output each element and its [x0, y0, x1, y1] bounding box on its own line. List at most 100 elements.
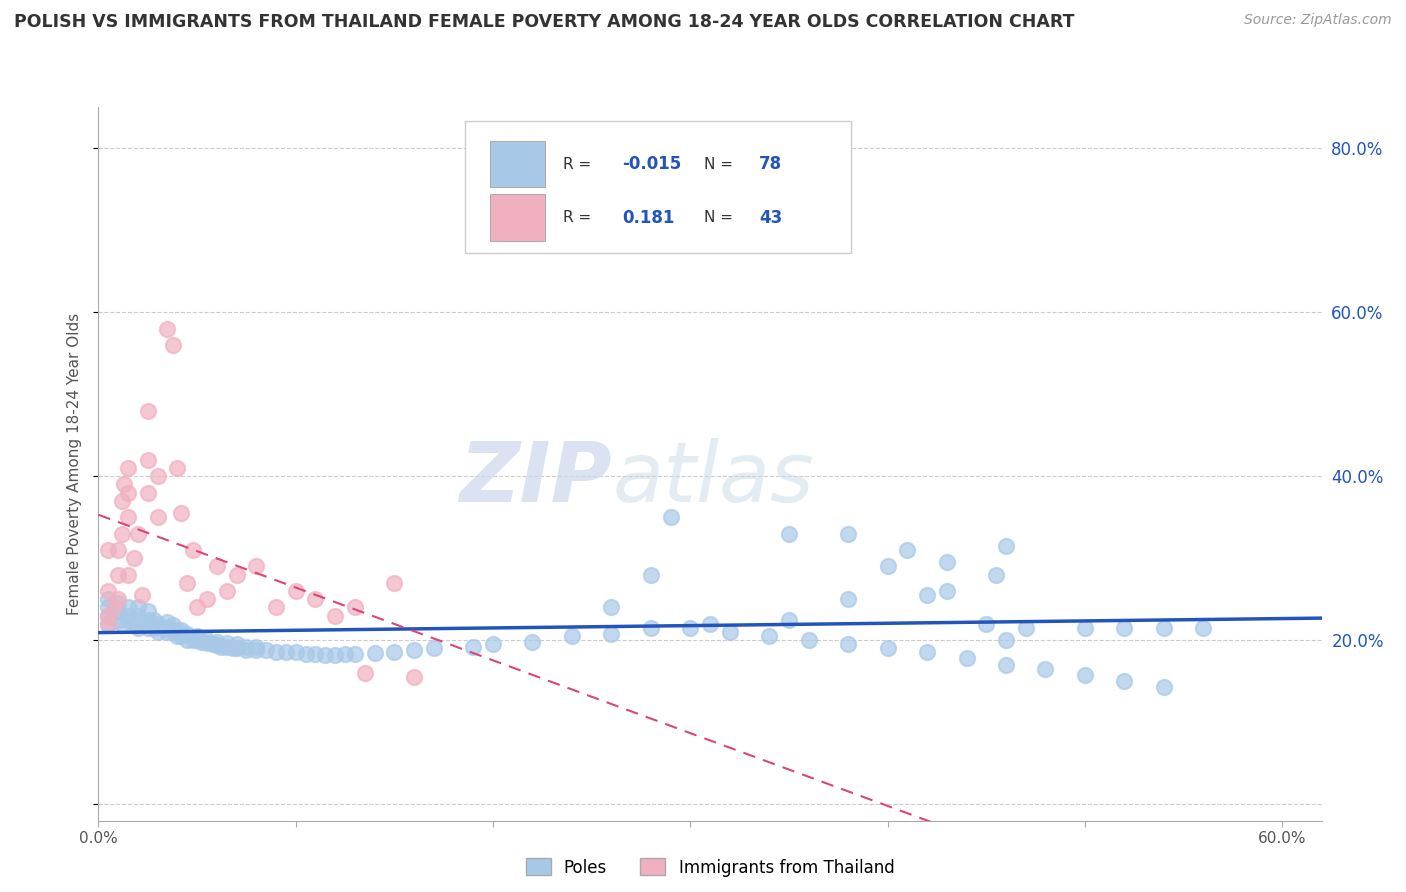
Point: [699, 616, 721, 631]
Point: [127, 613, 149, 627]
Point: [146, 510, 169, 524]
Point: [264, 645, 287, 659]
Point: [294, 647, 316, 661]
Point: [186, 629, 208, 643]
Point: [136, 485, 159, 500]
Point: [186, 600, 208, 615]
Point: [162, 338, 184, 352]
Point: [245, 559, 267, 574]
Point: [136, 613, 159, 627]
Point: [935, 555, 957, 569]
Point: [994, 633, 1017, 648]
Point: [117, 567, 139, 582]
Point: [176, 633, 198, 648]
Point: [837, 637, 859, 651]
Point: [974, 616, 997, 631]
Point: [245, 640, 267, 654]
Point: [1192, 621, 1215, 635]
Point: [284, 645, 307, 659]
Point: [195, 592, 218, 607]
Point: [876, 641, 898, 656]
Point: [482, 637, 505, 651]
Text: -0.015: -0.015: [621, 155, 682, 173]
Point: [1015, 621, 1038, 635]
Point: [146, 625, 169, 640]
Point: [215, 636, 238, 650]
Point: [107, 605, 129, 619]
Point: [111, 526, 134, 541]
Point: [107, 596, 129, 610]
Point: [166, 461, 188, 475]
Point: [136, 621, 159, 635]
Point: [994, 539, 1017, 553]
Point: [107, 543, 129, 558]
FancyBboxPatch shape: [465, 121, 851, 253]
Point: [245, 643, 267, 657]
Point: [600, 600, 623, 615]
Point: [254, 643, 277, 657]
Point: [837, 592, 859, 607]
Point: [323, 608, 346, 623]
Point: [955, 651, 977, 665]
Point: [215, 640, 238, 654]
Point: [221, 641, 243, 656]
Text: 43: 43: [759, 209, 782, 227]
Text: 78: 78: [759, 155, 782, 173]
Point: [1153, 621, 1175, 635]
Point: [264, 600, 287, 615]
Point: [463, 640, 485, 654]
Point: [195, 636, 218, 650]
Point: [162, 618, 184, 632]
Point: [136, 403, 159, 417]
Point: [235, 640, 257, 654]
Point: [181, 633, 204, 648]
Point: [225, 641, 247, 656]
Point: [150, 621, 173, 635]
Point: [984, 567, 1007, 582]
Point: [778, 526, 800, 541]
Point: [97, 584, 120, 599]
Point: [205, 635, 228, 649]
Y-axis label: Female Poverty Among 18-24 Year Olds: Female Poverty Among 18-24 Year Olds: [67, 313, 83, 615]
Point: [127, 621, 149, 635]
Point: [1035, 662, 1057, 676]
Point: [117, 600, 139, 615]
Point: [1074, 667, 1097, 681]
Point: [304, 592, 326, 607]
Point: [146, 616, 169, 631]
Point: [111, 616, 134, 631]
Point: [117, 485, 139, 500]
Point: [353, 665, 375, 680]
Point: [127, 600, 149, 615]
Point: [186, 633, 208, 648]
Point: [314, 648, 336, 662]
Point: [1114, 621, 1136, 635]
Point: [156, 621, 179, 635]
Point: [103, 600, 125, 615]
Point: [758, 629, 780, 643]
Point: [323, 648, 346, 662]
Point: [225, 567, 247, 582]
Point: [215, 584, 238, 599]
Point: [97, 600, 120, 615]
Point: [117, 613, 139, 627]
Point: [718, 625, 741, 640]
Point: [156, 615, 179, 629]
Text: ZIP: ZIP: [460, 438, 612, 518]
Point: [97, 608, 120, 623]
Point: [343, 647, 366, 661]
Point: [190, 635, 212, 649]
Point: [122, 551, 145, 566]
Point: [1153, 680, 1175, 694]
Point: [170, 629, 193, 643]
Text: Source: ZipAtlas.com: Source: ZipAtlas.com: [1244, 13, 1392, 28]
Point: [235, 643, 257, 657]
Point: [107, 592, 129, 607]
Point: [659, 510, 682, 524]
Text: POLISH VS IMMIGRANTS FROM THAILAND FEMALE POVERTY AMONG 18-24 YEAR OLDS CORRELAT: POLISH VS IMMIGRANTS FROM THAILAND FEMAL…: [14, 13, 1074, 31]
Point: [404, 670, 426, 684]
Point: [127, 608, 149, 623]
Point: [423, 641, 446, 656]
Point: [209, 640, 232, 654]
Point: [181, 543, 204, 558]
